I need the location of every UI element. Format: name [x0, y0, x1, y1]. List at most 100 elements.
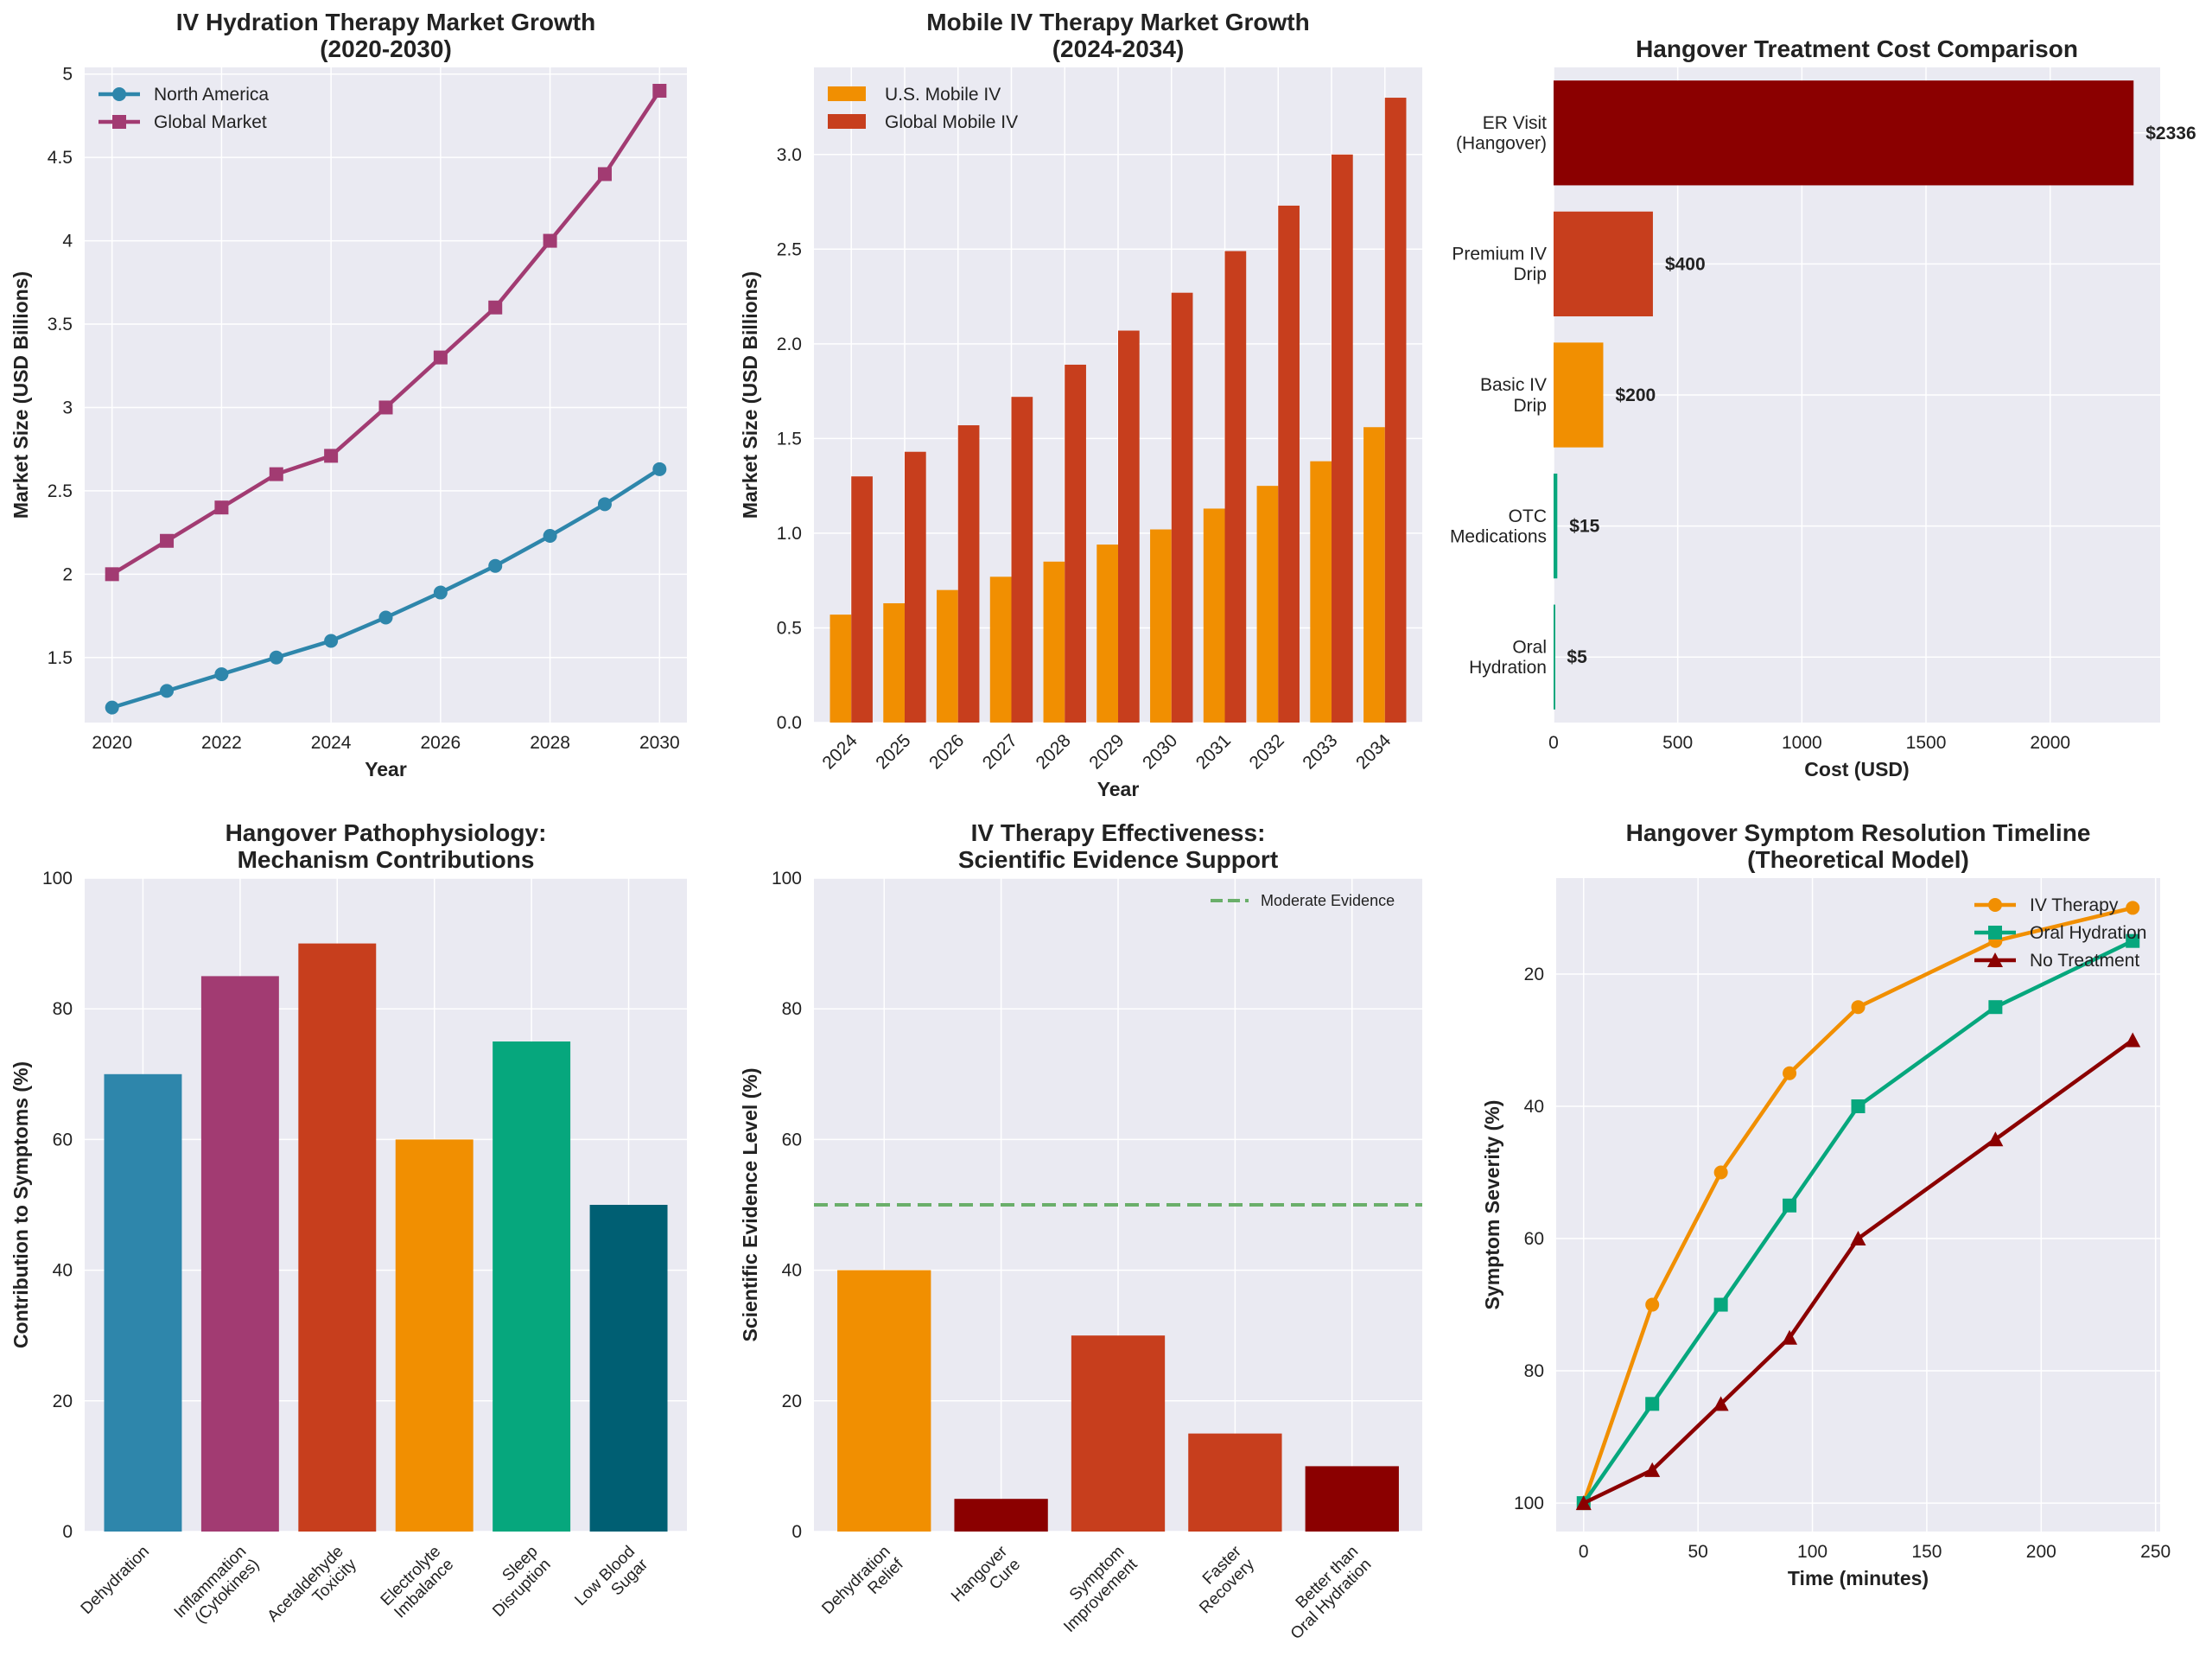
marker-circle: [488, 558, 503, 573]
x-tick-label: 0: [1548, 733, 1559, 753]
y-tick-label: 4.5: [48, 148, 73, 168]
bar: [830, 615, 852, 723]
label-line: (Hangover): [1456, 134, 1547, 154]
marker-triangle: [1644, 1462, 1661, 1477]
bar: [395, 1139, 474, 1532]
marker-triangle: [2125, 1032, 2141, 1048]
bar: [837, 1270, 931, 1532]
y-tick-label: 100: [42, 869, 73, 889]
bar: [989, 576, 1012, 723]
bar: [1071, 1335, 1166, 1532]
y-tick-label: 3.5: [48, 315, 73, 334]
y-axis-label: Scientific Evidence Level (%): [739, 1067, 761, 1341]
x-tick-label: 2032: [1246, 730, 1288, 773]
chart-title: Scientific Evidence Support: [958, 846, 1278, 873]
marker-circle: [214, 667, 229, 682]
y-tick-label: 60: [782, 1130, 802, 1150]
chart-panel-1: 1.5 2 2.5 3 3.5 4 4.5 5 2020 2022 2024 2026 2028 2030…: [10, 9, 687, 780]
marker-square: [1988, 926, 2002, 939]
y-axis-label: Symptom Severity (%): [1481, 1100, 1503, 1310]
bar: [1150, 529, 1172, 723]
y-tick-label: 4: [62, 232, 73, 252]
x-tick-label: 2024: [311, 733, 352, 753]
chart-title: Hangover Pathophysiology:: [226, 819, 547, 846]
legend-label: North America: [154, 85, 269, 105]
label-line: Premium IV: [1452, 245, 1547, 264]
label-line: Dehydration: [78, 1543, 153, 1618]
x-tick-label: HangoverCure: [948, 1542, 1025, 1619]
x-tick-label: 2024: [818, 730, 861, 774]
x-tick-label: SymptomImprovement: [1047, 1542, 1141, 1636]
y-tick-label: 0: [62, 1522, 73, 1542]
chart-title: (2020-2030): [320, 35, 452, 62]
y-tick-label: Basic IV Drip: [1480, 375, 1547, 416]
y-tick-label: 40: [1524, 1097, 1544, 1117]
y-tick-label: 40: [782, 1261, 802, 1281]
marker-square: [112, 115, 126, 129]
x-tick-label: 0: [1579, 1542, 1589, 1562]
bar-value-label: $15: [1569, 517, 1599, 537]
y-tick-label: 2: [62, 564, 73, 584]
bar: [1278, 205, 1300, 723]
bar: [1363, 427, 1385, 723]
x-tick-label: 1500: [1906, 733, 1947, 753]
bar: [1554, 80, 2134, 186]
chart-title: Hangover Symptom Resolution Timeline: [1626, 819, 2091, 846]
legend-swatch: [828, 86, 866, 101]
x-tick-label: 50: [1688, 1542, 1707, 1562]
marker-square: [214, 500, 229, 515]
bar: [1096, 545, 1118, 723]
bar: [851, 476, 873, 723]
bar: [1188, 1433, 1282, 1532]
marker-triangle: [1713, 1396, 1729, 1411]
x-tick-label: 2026: [421, 733, 461, 753]
plot-area: [1556, 878, 2160, 1532]
legend: IV Therapy Oral Hydration No Treatment: [1974, 895, 2146, 971]
marker-square: [1988, 1000, 2003, 1015]
x-tick-label: Inflammation(Cytokines): [171, 1543, 264, 1635]
bar: [1554, 604, 1555, 710]
y-tick-label: 0.0: [777, 713, 802, 733]
marker-square: [378, 400, 393, 415]
bar: [957, 425, 980, 723]
marker-circle: [269, 650, 283, 665]
label-line: Oral: [1512, 637, 1547, 657]
y-tick-label: 1.5: [777, 429, 802, 449]
legend: Moderate Evidence: [1211, 892, 1395, 909]
legend-label: No Treatment: [2030, 951, 2139, 971]
y-tick-label: 20: [53, 1392, 73, 1411]
chart-title: Hangover Treatment Cost Comparison: [1636, 35, 2078, 62]
plot-area: [85, 878, 687, 1532]
marker-circle: [1851, 1000, 1866, 1015]
legend-label: Global Market: [154, 112, 267, 132]
y-tick-label: 3.0: [777, 145, 802, 165]
legend: U.S. Mobile IV Global Mobile IV: [828, 85, 1018, 132]
y-tick-label: ER Visit (Hangover): [1456, 113, 1547, 154]
series-north-america: [105, 462, 667, 715]
bar-value-label: $5: [1567, 647, 1587, 667]
marker-triangle: [1575, 1495, 1592, 1511]
x-tick-label: 2028: [530, 733, 570, 753]
bar: [1332, 154, 1353, 723]
bar: [1554, 342, 1604, 448]
x-tick-label: 500: [1662, 733, 1693, 753]
x-tick-label: 100: [1797, 1542, 1827, 1562]
label-line: Drip: [1513, 396, 1547, 416]
x-tick-label: 2020: [92, 733, 132, 753]
x-tick-label: 150: [1911, 1542, 1942, 1562]
marker-triangle: [1850, 1231, 1866, 1246]
marker-circle: [1713, 1165, 1728, 1180]
y-tick-label: 20: [1524, 965, 1544, 984]
legend-swatch: [828, 114, 866, 129]
marker-triangle: [1987, 952, 2003, 967]
y-tick-label: 80: [1524, 1361, 1544, 1381]
marker-square: [2126, 933, 2140, 948]
bar: [1118, 330, 1140, 723]
marker-square: [160, 533, 175, 548]
marker-square: [1713, 1297, 1728, 1312]
chart-panel-3: 0 500 1000 1500 2000 ER Visit (Hangover) $2336 P…: [1450, 35, 2196, 780]
chart-title: IV Hydration Therapy Market Growth: [176, 9, 595, 35]
x-axis-label: Year: [365, 758, 407, 780]
x-axis-label: Year: [1097, 778, 1140, 800]
y-tick-label: 20: [782, 1392, 802, 1411]
